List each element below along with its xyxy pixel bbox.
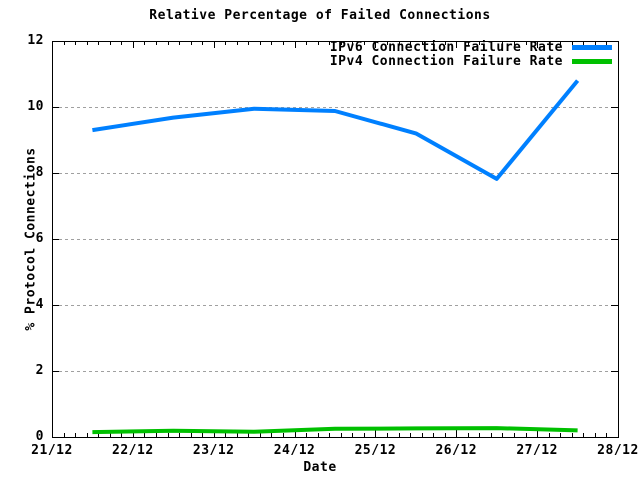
y-tick-label: 2 — [35, 363, 44, 378]
chart-title: Relative Percentage of Failed Connection… — [149, 8, 491, 23]
x-tick-label: 22/12 — [112, 443, 154, 458]
series-line-ipv6 — [92, 79, 580, 181]
legend-swatch-ipv6 — [572, 44, 612, 50]
y-tick-label: 4 — [35, 297, 44, 312]
legend-label: IPv6 Connection Failure Rate — [329, 39, 563, 55]
legend-swatch-ipv4 — [572, 58, 612, 64]
y-tick-label: 12 — [27, 33, 44, 48]
legend: IPv6 Connection Failure Rate IPv4 Connect… — [329, 39, 612, 69]
y-tick-label: 8 — [35, 165, 44, 180]
legend-row: IPv4 Connection Failure Rate — [329, 53, 612, 69]
x-tick-label: 23/12 — [192, 443, 235, 458]
x-tick-label: 27/12 — [516, 443, 558, 458]
x-tick-label: 21/12 — [31, 443, 73, 458]
y-tick-label: 6 — [35, 231, 44, 246]
x-tick-label: 24/12 — [273, 443, 316, 458]
legend-row: IPv6 Connection Failure Rate — [329, 39, 612, 55]
x-tick-label: 28/12 — [597, 443, 639, 458]
x-tick-label: 25/12 — [354, 443, 397, 458]
y-tick-label: 0 — [35, 429, 44, 444]
x-axis-title: Date — [303, 460, 337, 475]
x-tick-label: 26/12 — [435, 443, 478, 458]
series-line-ipv4 — [92, 426, 578, 435]
y-tick-label: 10 — [27, 99, 44, 114]
legend-label: IPv4 Connection Failure Rate — [329, 53, 563, 69]
